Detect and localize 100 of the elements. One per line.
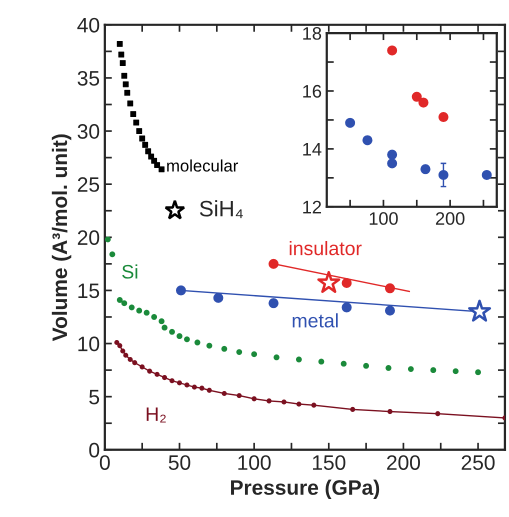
point bbox=[362, 135, 372, 146]
point bbox=[184, 336, 190, 342]
series-label: Si bbox=[122, 264, 138, 279]
point bbox=[268, 298, 279, 308]
x-tick-label: 250 bbox=[462, 455, 495, 470]
point bbox=[340, 360, 347, 367]
point bbox=[475, 369, 482, 376]
point bbox=[154, 162, 160, 168]
point bbox=[176, 380, 182, 386]
point bbox=[116, 40, 123, 47]
point bbox=[147, 368, 152, 374]
point bbox=[296, 356, 302, 362]
point bbox=[154, 372, 160, 377]
point bbox=[408, 366, 414, 372]
point bbox=[120, 348, 126, 354]
point bbox=[109, 251, 116, 258]
point bbox=[236, 349, 242, 355]
point bbox=[438, 170, 448, 180]
point bbox=[342, 302, 352, 312]
point bbox=[158, 318, 165, 324]
x-tick-label: 200 bbox=[436, 212, 464, 225]
point bbox=[124, 90, 130, 96]
y-tick-label: 15 bbox=[78, 284, 100, 298]
point bbox=[114, 340, 120, 346]
y-tick-label: 40 bbox=[77, 18, 100, 33]
point bbox=[311, 402, 316, 408]
point bbox=[127, 100, 134, 106]
point bbox=[468, 300, 492, 322]
y-tick-label: 12 bbox=[303, 200, 322, 214]
x-tick-label: 150 bbox=[312, 455, 346, 470]
point bbox=[430, 367, 436, 374]
point bbox=[252, 396, 257, 402]
y-tick-label: 16 bbox=[303, 84, 322, 98]
point bbox=[452, 368, 459, 374]
point bbox=[176, 285, 186, 296]
point bbox=[192, 384, 197, 390]
point bbox=[184, 382, 190, 388]
point bbox=[144, 310, 150, 316]
point bbox=[387, 409, 393, 414]
point bbox=[194, 340, 200, 346]
point bbox=[104, 236, 111, 242]
point bbox=[213, 292, 224, 303]
point bbox=[162, 324, 168, 331]
point bbox=[251, 351, 258, 358]
x-tick-label: 50 bbox=[168, 455, 190, 470]
series-label: molecular bbox=[167, 159, 238, 172]
x-axis-title: Pressure (GPa) bbox=[231, 480, 380, 500]
point bbox=[176, 333, 182, 340]
point bbox=[296, 402, 302, 407]
series-label: insulator bbox=[290, 240, 362, 256]
y-tick-label: 25 bbox=[78, 177, 100, 192]
point bbox=[387, 150, 398, 160]
point bbox=[317, 270, 340, 293]
point bbox=[222, 390, 227, 396]
point bbox=[139, 136, 146, 142]
point bbox=[363, 362, 370, 369]
point bbox=[122, 81, 129, 88]
series-label: H₂ bbox=[146, 407, 166, 422]
point bbox=[206, 342, 212, 349]
point bbox=[199, 386, 204, 391]
point bbox=[170, 378, 175, 384]
y-tick-label: 18 bbox=[303, 27, 322, 40]
y-tick-label: 14 bbox=[303, 143, 322, 156]
point bbox=[133, 120, 140, 126]
x-tick-label: 200 bbox=[387, 455, 420, 470]
point bbox=[281, 399, 287, 405]
point bbox=[169, 328, 175, 335]
point bbox=[130, 111, 136, 118]
point bbox=[118, 52, 124, 58]
point bbox=[386, 365, 392, 371]
y-tick-label: 35 bbox=[78, 70, 100, 86]
annotation: SiH₄ bbox=[200, 200, 243, 218]
point bbox=[120, 60, 126, 66]
point bbox=[435, 411, 440, 416]
point bbox=[266, 398, 272, 404]
point bbox=[136, 128, 142, 134]
point bbox=[206, 388, 212, 393]
point bbox=[117, 343, 122, 348]
point bbox=[128, 304, 135, 310]
y-tick-label: 30 bbox=[78, 124, 100, 139]
series-label: metal bbox=[292, 313, 338, 328]
point bbox=[162, 375, 168, 380]
point bbox=[116, 297, 123, 303]
y-axis-title: Volume (A³/mol. unit) bbox=[52, 134, 72, 342]
point bbox=[140, 364, 145, 370]
point bbox=[274, 354, 280, 360]
point bbox=[121, 300, 128, 306]
point bbox=[123, 352, 128, 358]
point bbox=[418, 98, 428, 108]
point bbox=[412, 92, 422, 102]
point bbox=[128, 356, 133, 362]
point bbox=[148, 154, 154, 160]
point bbox=[236, 393, 242, 398]
point bbox=[268, 258, 279, 269]
y-tick-label: 10 bbox=[78, 336, 100, 352]
x-tick-label: 100 bbox=[238, 455, 271, 470]
point bbox=[221, 346, 228, 352]
point bbox=[387, 45, 398, 56]
y-tick-label: 0 bbox=[89, 442, 100, 458]
point bbox=[121, 72, 128, 79]
